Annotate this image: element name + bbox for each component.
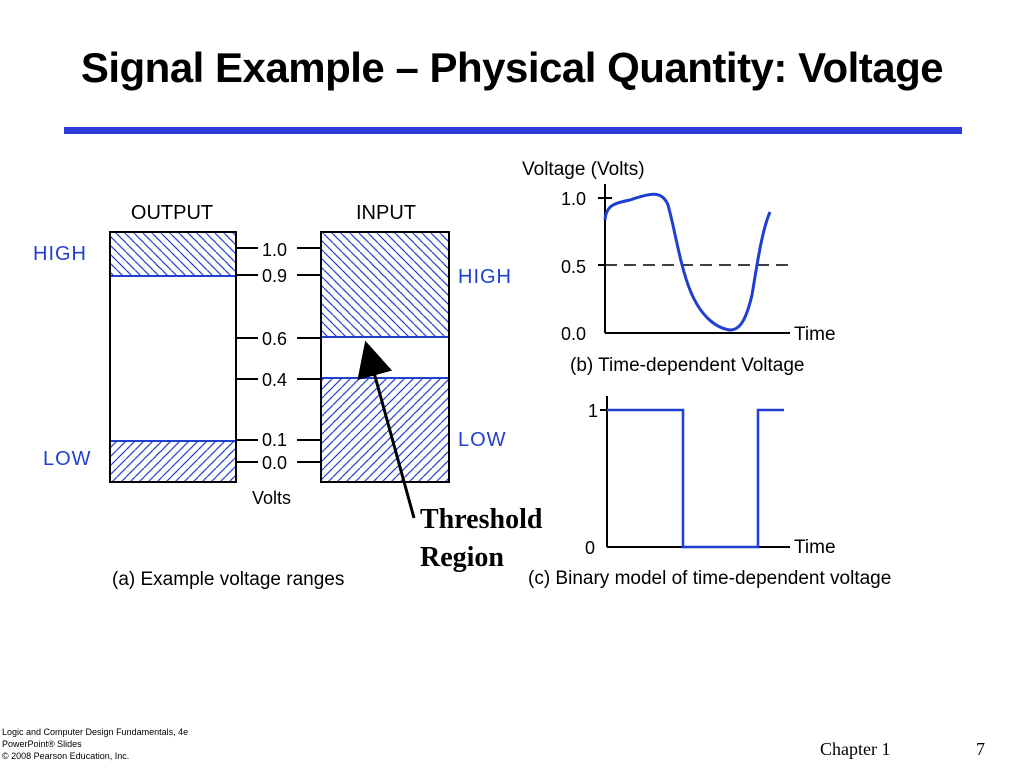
panel-b-time-dependent-voltage: Voltage (Volts) 1.0 0.5 0.0 Time (b) Tim… xyxy=(522,159,836,376)
page-number: 7 xyxy=(976,739,985,759)
panel-b-ylabel: Voltage (Volts) xyxy=(522,159,645,180)
panel-c-ytick-label: 0 xyxy=(585,538,595,558)
volts-unit-label: Volts xyxy=(252,488,291,508)
credit-line: © 2008 Pearson Education, Inc. xyxy=(2,751,130,761)
output-column-border xyxy=(109,231,237,483)
slide-title: Signal Example – Physical Quantity: Volt… xyxy=(80,44,944,91)
scale-tick-label: 0.4 xyxy=(262,370,287,390)
panel-a-caption: (a) Example voltage ranges xyxy=(112,569,344,590)
threshold-label-line1: Threshold xyxy=(420,504,543,535)
footer-credits: Logic and Computer Design Fundamentals, … xyxy=(2,726,188,762)
output-low-band xyxy=(110,441,236,482)
input-column-border xyxy=(320,231,450,483)
panel-b-voltage-curve xyxy=(603,192,772,332)
scale-tick-label: 0.9 xyxy=(262,266,287,286)
threshold-label-line2: Region xyxy=(420,542,504,573)
panel-c-binary-model: 1 0 Time (c) Binary model of time-depend… xyxy=(528,396,891,589)
chapter-label: Chapter 1 xyxy=(820,739,891,759)
input-low-label: LOW xyxy=(458,429,507,451)
panel-c-xlabel: Time xyxy=(794,537,836,558)
panel-b-ytick-label: 0.0 xyxy=(561,324,586,344)
panel-b-ytick-label: 1.0 xyxy=(561,189,586,209)
panel-c-caption: (c) Binary model of time-dependent volta… xyxy=(528,568,891,589)
title-underline xyxy=(64,127,962,134)
input-high-band xyxy=(321,232,449,337)
scale-tick-label: 0.0 xyxy=(262,453,287,473)
panel-b-ytick-label: 0.5 xyxy=(561,257,586,277)
input-low-band xyxy=(321,378,449,482)
panel-b-caption: (b) Time-dependent Voltage xyxy=(570,355,805,376)
panel-c-ytick-label: 1 xyxy=(588,401,598,421)
output-low-label: LOW xyxy=(43,448,92,470)
output-header: OUTPUT xyxy=(131,202,213,224)
credit-line: PowerPoint® Slides xyxy=(2,739,82,749)
threshold-arrow xyxy=(357,340,416,519)
input-high-label: HIGH xyxy=(458,266,512,288)
output-high-label: HIGH xyxy=(33,243,87,265)
input-column xyxy=(320,231,450,483)
scale-tick-label: 1.0 xyxy=(262,240,287,260)
scale-tick-label: 0.1 xyxy=(262,430,287,450)
output-high-band xyxy=(110,232,236,276)
panel-c-binary-waveform xyxy=(607,408,784,549)
scale-tick-label: 0.6 xyxy=(262,329,287,349)
credit-line: Logic and Computer Design Fundamentals, … xyxy=(2,727,189,737)
panel-a-voltage-ranges: OUTPUT INPUT HIGH LOW HIGH LOW 1.0 xyxy=(33,202,543,590)
input-header: INPUT xyxy=(356,202,416,224)
voltage-scale: 1.0 0.9 0.6 0.4 0.1 0.0 xyxy=(236,240,321,473)
output-column xyxy=(109,231,237,483)
panel-b-xlabel: Time xyxy=(794,324,836,345)
